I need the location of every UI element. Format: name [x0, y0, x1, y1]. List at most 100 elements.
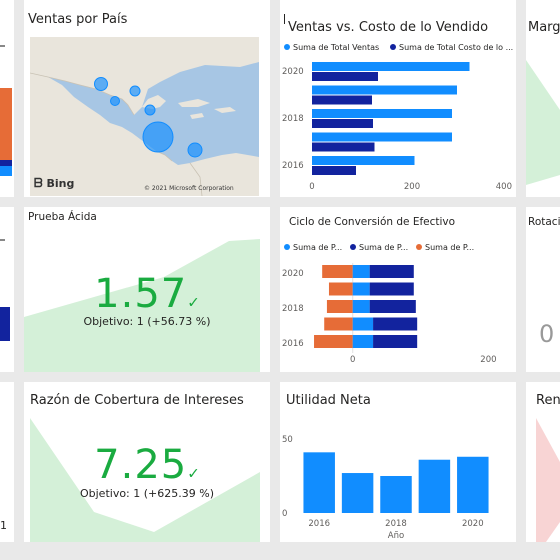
bar — [373, 335, 418, 348]
bar — [341, 473, 374, 513]
return-trend-area — [536, 418, 560, 542]
bar — [303, 452, 335, 513]
y-tick-label: 2018 — [282, 114, 304, 124]
bar — [369, 265, 414, 278]
bar — [328, 282, 353, 296]
x-tick-label: 200 — [404, 182, 420, 192]
interest-coverage-goal: Objetivo: 1 (+625.39 %) — [79, 487, 214, 500]
return-tile[interactable]: Rend — [526, 382, 560, 542]
acid-test-title: Prueba Ácida — [28, 211, 97, 223]
net-income-tile[interactable]: Utilidad Neta 0 50 2016 2018 2020 Año — [280, 382, 516, 542]
return-title: Rend — [536, 393, 560, 408]
interest-coverage-kpi: 7.25✓ — [24, 442, 270, 488]
bar — [352, 282, 370, 296]
legend-marker — [416, 244, 422, 250]
bar — [369, 282, 414, 296]
y-tick-label: 2018 — [282, 304, 304, 314]
rotation-value: 0 — [539, 320, 555, 348]
legend-label: Suma de Total Costo de lo ... — [399, 43, 513, 52]
left-tile-middle — [0, 207, 14, 372]
y-tick-label: 2020 — [282, 269, 304, 279]
bar — [312, 95, 372, 105]
map-canvas[interactable]: ᗷ Bing © 2021 Microsoft Corporation — [30, 37, 259, 196]
legend-marker — [350, 244, 356, 250]
cash-cycle-chart[interactable]: Suma de P... Suma de P... Suma de P... 2020… — [280, 235, 516, 370]
bing-logo: ᗷ Bing — [34, 176, 75, 190]
sales-vs-cost-tile[interactable]: Ventas vs. Costo de lo Vendido Suma de T… — [280, 0, 516, 197]
x-tick-label: 400 — [496, 182, 512, 192]
x-axis-label: Año — [388, 531, 404, 541]
interest-coverage-trend-area — [30, 418, 260, 542]
acid-test-value: 1.57 — [94, 271, 188, 317]
bing-icon: ᗷ — [34, 176, 43, 190]
y-tick-label: 2016 — [282, 161, 304, 171]
bar — [326, 300, 353, 313]
bar — [324, 317, 353, 331]
net-income-chart[interactable]: 0 50 2016 2018 2020 Año — [280, 412, 516, 542]
map-title: Ventas por País — [28, 12, 128, 27]
checkmark-icon: ✓ — [187, 464, 200, 483]
legend-marker — [284, 44, 290, 50]
bar — [312, 132, 452, 142]
left-edge-value: 1 — [0, 519, 7, 532]
rotation-tile[interactable]: Rotació 0 — [526, 207, 560, 372]
x-tick-label: 200 — [480, 355, 496, 365]
x-tick-label: 2020 — [462, 519, 484, 529]
cash-cycle-tile[interactable]: Ciclo de Conversión de Efectivo Suma de … — [280, 207, 516, 372]
bar — [373, 317, 418, 331]
acid-test-tile[interactable]: Prueba Ácida 1.57✓ Objetivo: 1 (+56.73 %… — [24, 207, 270, 372]
bar — [312, 72, 378, 81]
x-tick-label: 0 — [309, 182, 314, 192]
map-copyright: © 2021 Microsoft Corporation — [144, 185, 234, 192]
cash-cycle-title: Ciclo de Conversión de Efectivo — [289, 216, 456, 228]
bar — [314, 335, 353, 348]
legend-label: Suma de P... — [359, 243, 408, 252]
left-tile-bottom: 1 — [0, 382, 14, 542]
bar — [418, 459, 451, 513]
legend-label: Suma de P... — [425, 243, 474, 252]
legend-label: Suma de Total Ventas — [293, 43, 379, 52]
margin-trend-area — [526, 60, 560, 185]
bar — [457, 456, 489, 513]
bar — [312, 119, 373, 128]
legend-marker — [284, 244, 290, 250]
left-tile-top — [0, 0, 14, 197]
interest-coverage-title: Razón de Cobertura de Intereses — [30, 393, 244, 408]
bar — [312, 62, 470, 71]
map-tile[interactable]: Ventas por País ᗷ Bing © 2021 Microsoft … — [24, 0, 270, 197]
acid-test-kpi: 1.57✓ — [24, 271, 270, 317]
legend-label: Suma de P... — [293, 243, 342, 252]
bar — [352, 335, 374, 348]
y-tick-label: 2020 — [282, 67, 304, 77]
bar — [352, 317, 374, 331]
bar — [352, 265, 370, 278]
bar — [312, 85, 457, 95]
sales-vs-cost-chart[interactable]: Suma de Total Ventas Suma de Total Costo … — [280, 37, 516, 197]
bar — [312, 109, 452, 118]
interest-coverage-value: 7.25 — [94, 442, 188, 488]
checkmark-icon: ✓ — [187, 293, 200, 312]
interest-coverage-tile[interactable]: Razón de Cobertura de Intereses 7.25✓ Ob… — [24, 382, 270, 542]
bar — [312, 166, 356, 175]
y-tick-label: 2016 — [282, 339, 304, 349]
acid-test-goal: Objetivo: 1 (+56.73 %) — [83, 315, 211, 328]
rotation-title: Rotació — [528, 216, 560, 228]
bar — [352, 300, 370, 313]
margin-title: Marge — [528, 20, 560, 35]
legend-marker — [390, 44, 396, 50]
sales-vs-cost-title: Ventas vs. Costo de lo Vendido — [288, 20, 489, 35]
bar — [380, 476, 412, 513]
bar — [312, 142, 375, 152]
x-tick-label: 2018 — [385, 519, 407, 529]
map-landmass — [30, 37, 259, 196]
y-tick-label: 50 — [282, 435, 293, 445]
acid-test-trend-area — [24, 239, 260, 372]
x-tick-label: 0 — [350, 355, 355, 365]
y-tick-label: 0 — [282, 509, 287, 519]
x-tick-label: 2016 — [308, 519, 330, 529]
bar — [312, 156, 415, 165]
margin-tile[interactable]: Marge — [526, 0, 560, 197]
bar — [322, 265, 353, 278]
net-income-title: Utilidad Neta — [286, 393, 371, 408]
resize-handle-icon[interactable] — [284, 14, 285, 24]
